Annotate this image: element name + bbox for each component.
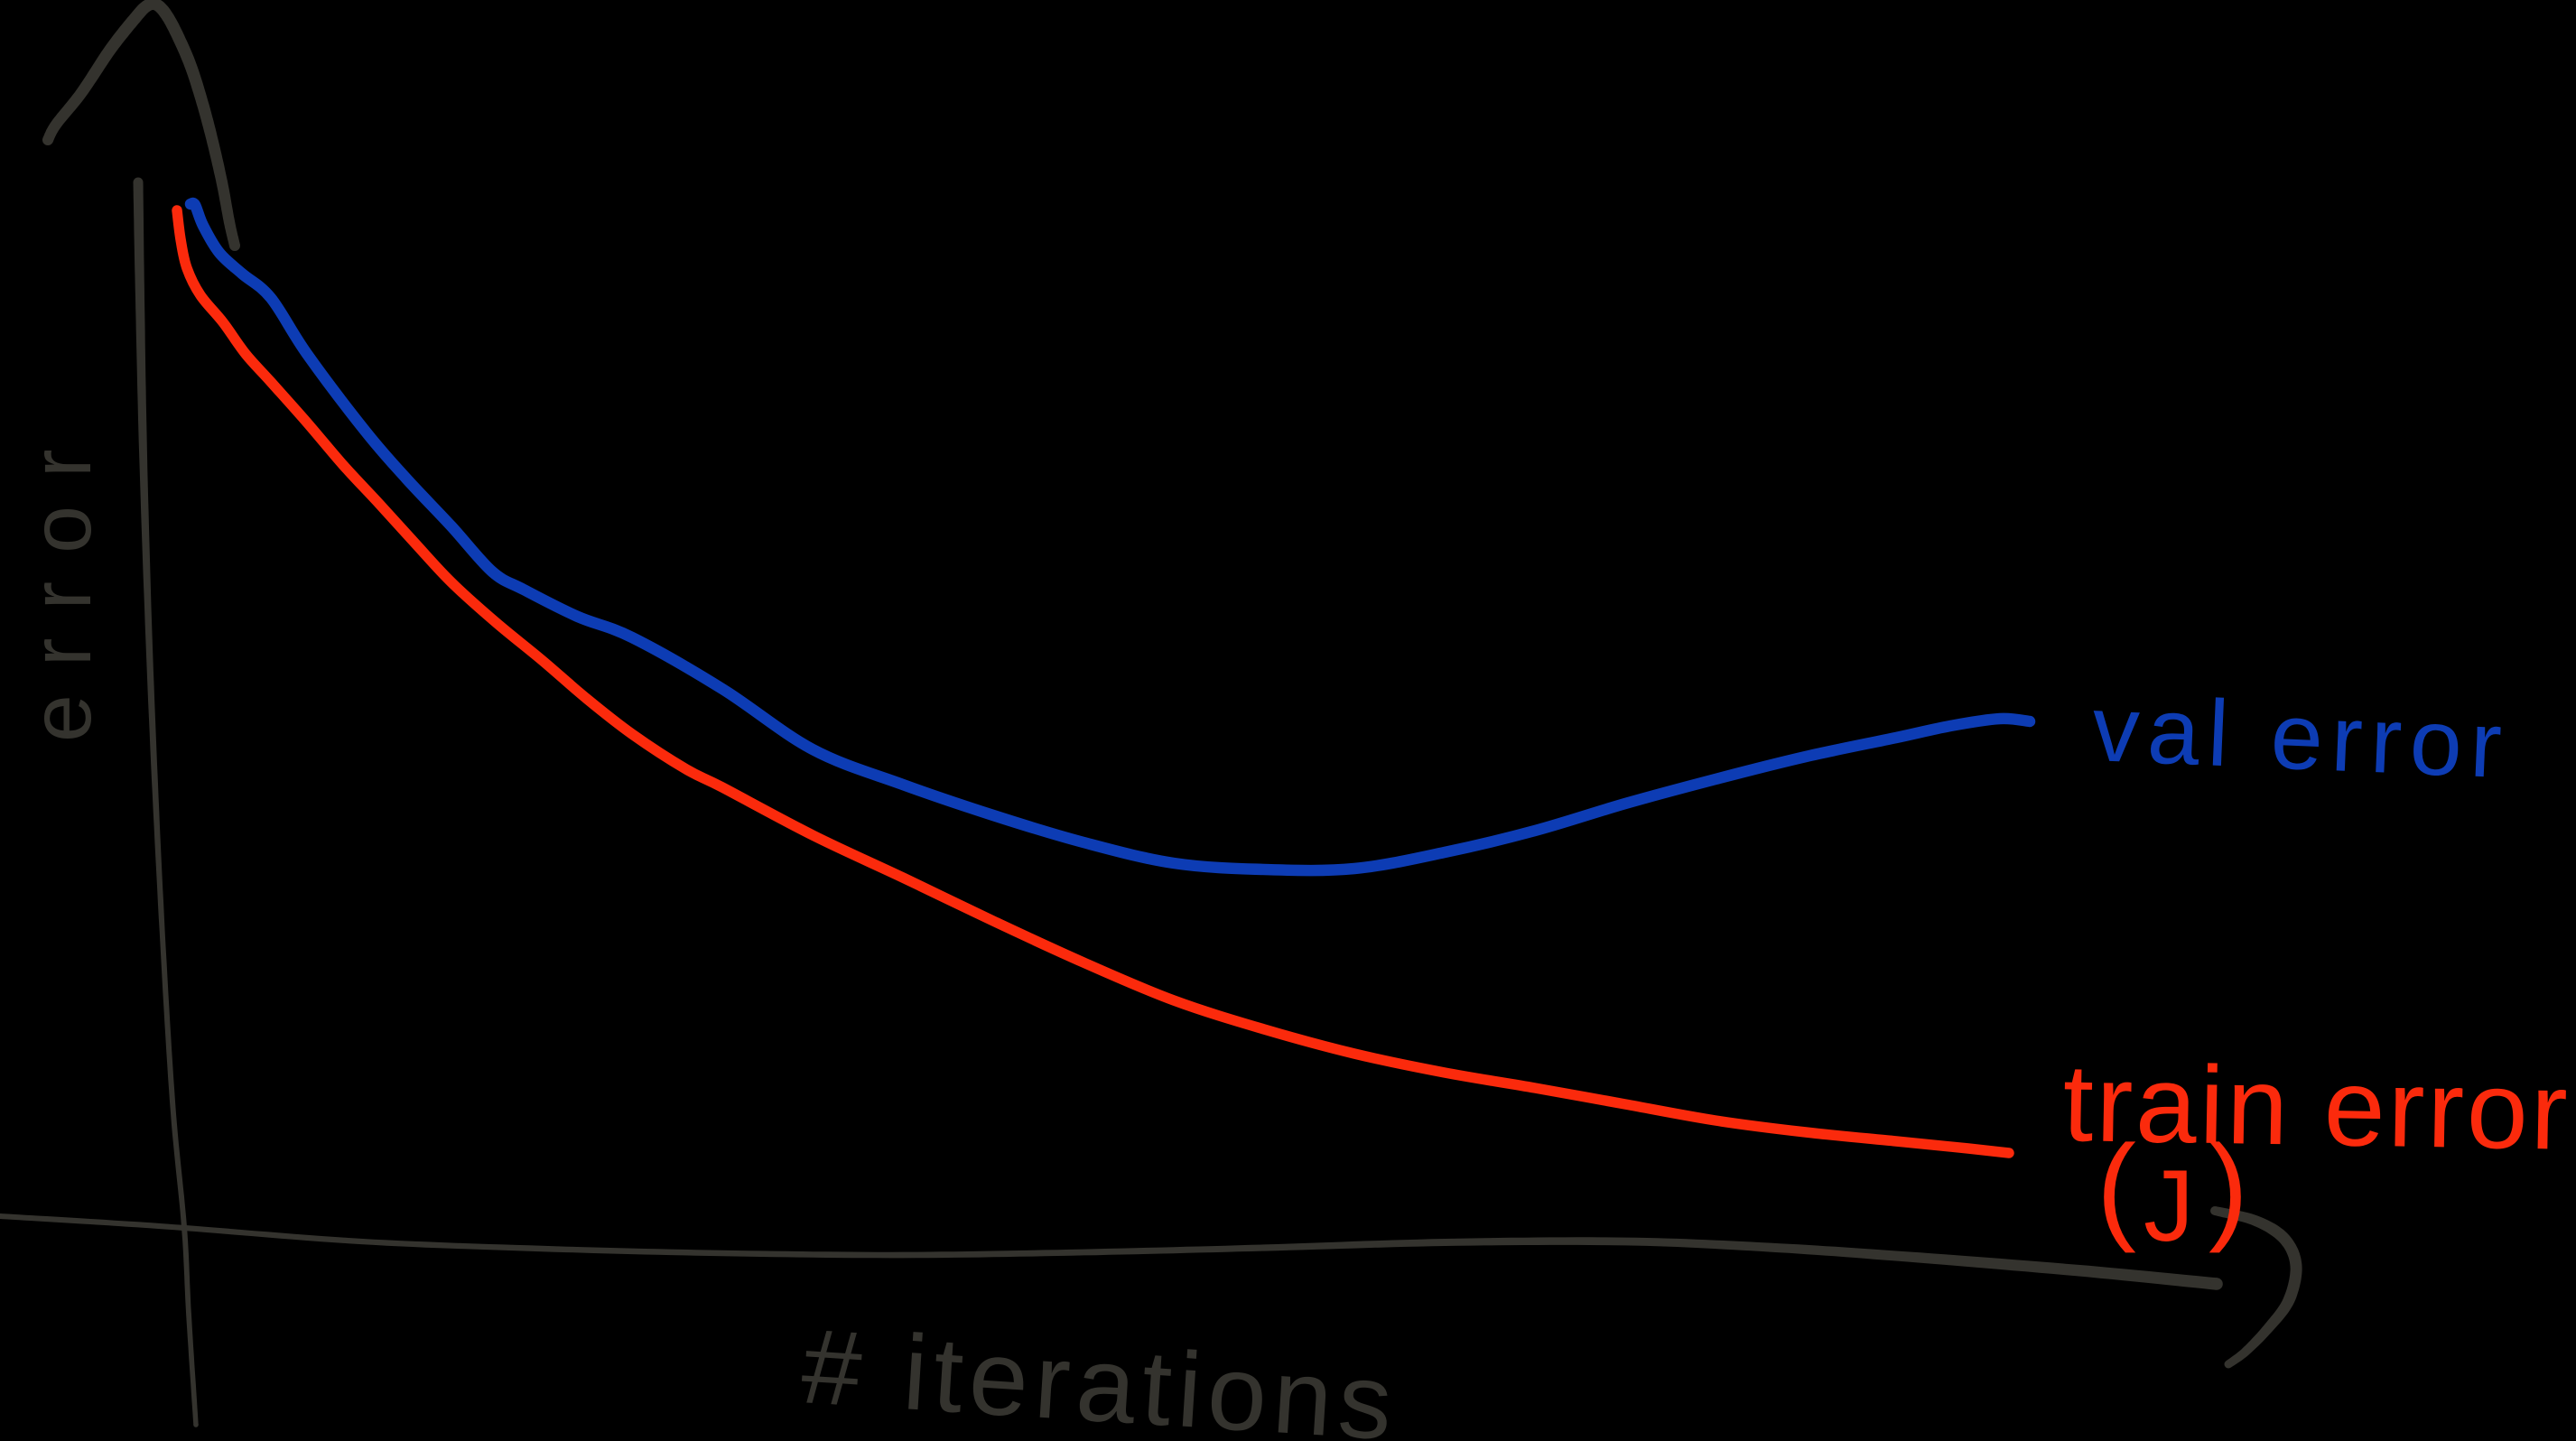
svg-text:val error: val error <box>2090 676 2512 798</box>
svg-text:train error: train error <box>2062 1041 2571 1173</box>
svg-text:J: J <box>2144 1149 2194 1262</box>
svg-text:): ) <box>2209 1120 2248 1253</box>
svg-text:(: ( <box>2097 1120 2136 1253</box>
svg-text:error: error <box>14 421 109 742</box>
